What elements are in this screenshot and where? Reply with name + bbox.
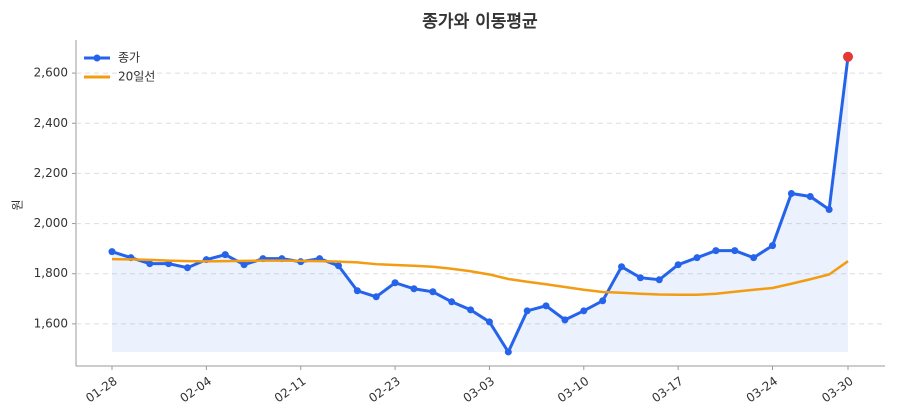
point — [806, 192, 814, 200]
point — [221, 251, 229, 259]
y-tick-label: 2,200 — [34, 166, 68, 180]
point — [391, 279, 399, 287]
y-tick-label: 2,400 — [34, 116, 68, 130]
point — [655, 276, 663, 284]
y-axis-label: 원 — [11, 199, 25, 210]
legend-label: 20일선 — [118, 70, 155, 84]
point — [825, 206, 833, 214]
point — [467, 306, 475, 314]
point — [353, 287, 361, 295]
point — [599, 297, 607, 305]
chart-title: 종가와 이동평균 — [422, 12, 538, 32]
point — [674, 261, 682, 269]
x-tick-label: 03-24 — [744, 374, 781, 405]
point — [146, 260, 154, 268]
point — [712, 247, 720, 255]
point — [410, 285, 418, 293]
point — [693, 254, 701, 262]
point — [561, 316, 569, 324]
point — [372, 293, 380, 301]
point — [843, 51, 853, 62]
point — [731, 247, 739, 255]
x-tick-label: 02-11 — [272, 374, 309, 405]
x-tick-label: 02-04 — [177, 374, 214, 405]
x-tick-label: 03-30 — [819, 374, 856, 405]
point — [334, 262, 342, 270]
point — [183, 264, 191, 272]
point — [636, 274, 644, 282]
y-tick-label: 1,600 — [34, 316, 68, 330]
point — [769, 242, 777, 250]
y-tick-label: 1,800 — [34, 266, 68, 280]
line — [111, 56, 850, 356]
x-tick-label: 03-03 — [461, 374, 498, 405]
point — [429, 288, 437, 296]
line — [111, 257, 849, 297]
legend-label: 종가 — [118, 51, 140, 65]
point — [240, 261, 248, 269]
point — [523, 307, 531, 315]
point — [750, 254, 758, 262]
x-tick-label: 02-23 — [366, 374, 403, 405]
x-tick-label: 03-17 — [649, 374, 686, 405]
y-tick-label: 2,600 — [34, 66, 68, 80]
y-tick-label: 2,000 — [34, 216, 68, 230]
x-tick-label: 03-10 — [555, 374, 592, 405]
x-tick-label: 01-28 — [83, 374, 120, 405]
area — [112, 56, 848, 352]
point — [580, 307, 588, 315]
point — [787, 189, 795, 197]
point — [504, 348, 512, 356]
point — [485, 318, 493, 326]
point — [448, 298, 456, 306]
legend-marker — [93, 54, 101, 62]
point — [618, 263, 626, 271]
point — [108, 248, 116, 256]
point — [542, 302, 550, 310]
